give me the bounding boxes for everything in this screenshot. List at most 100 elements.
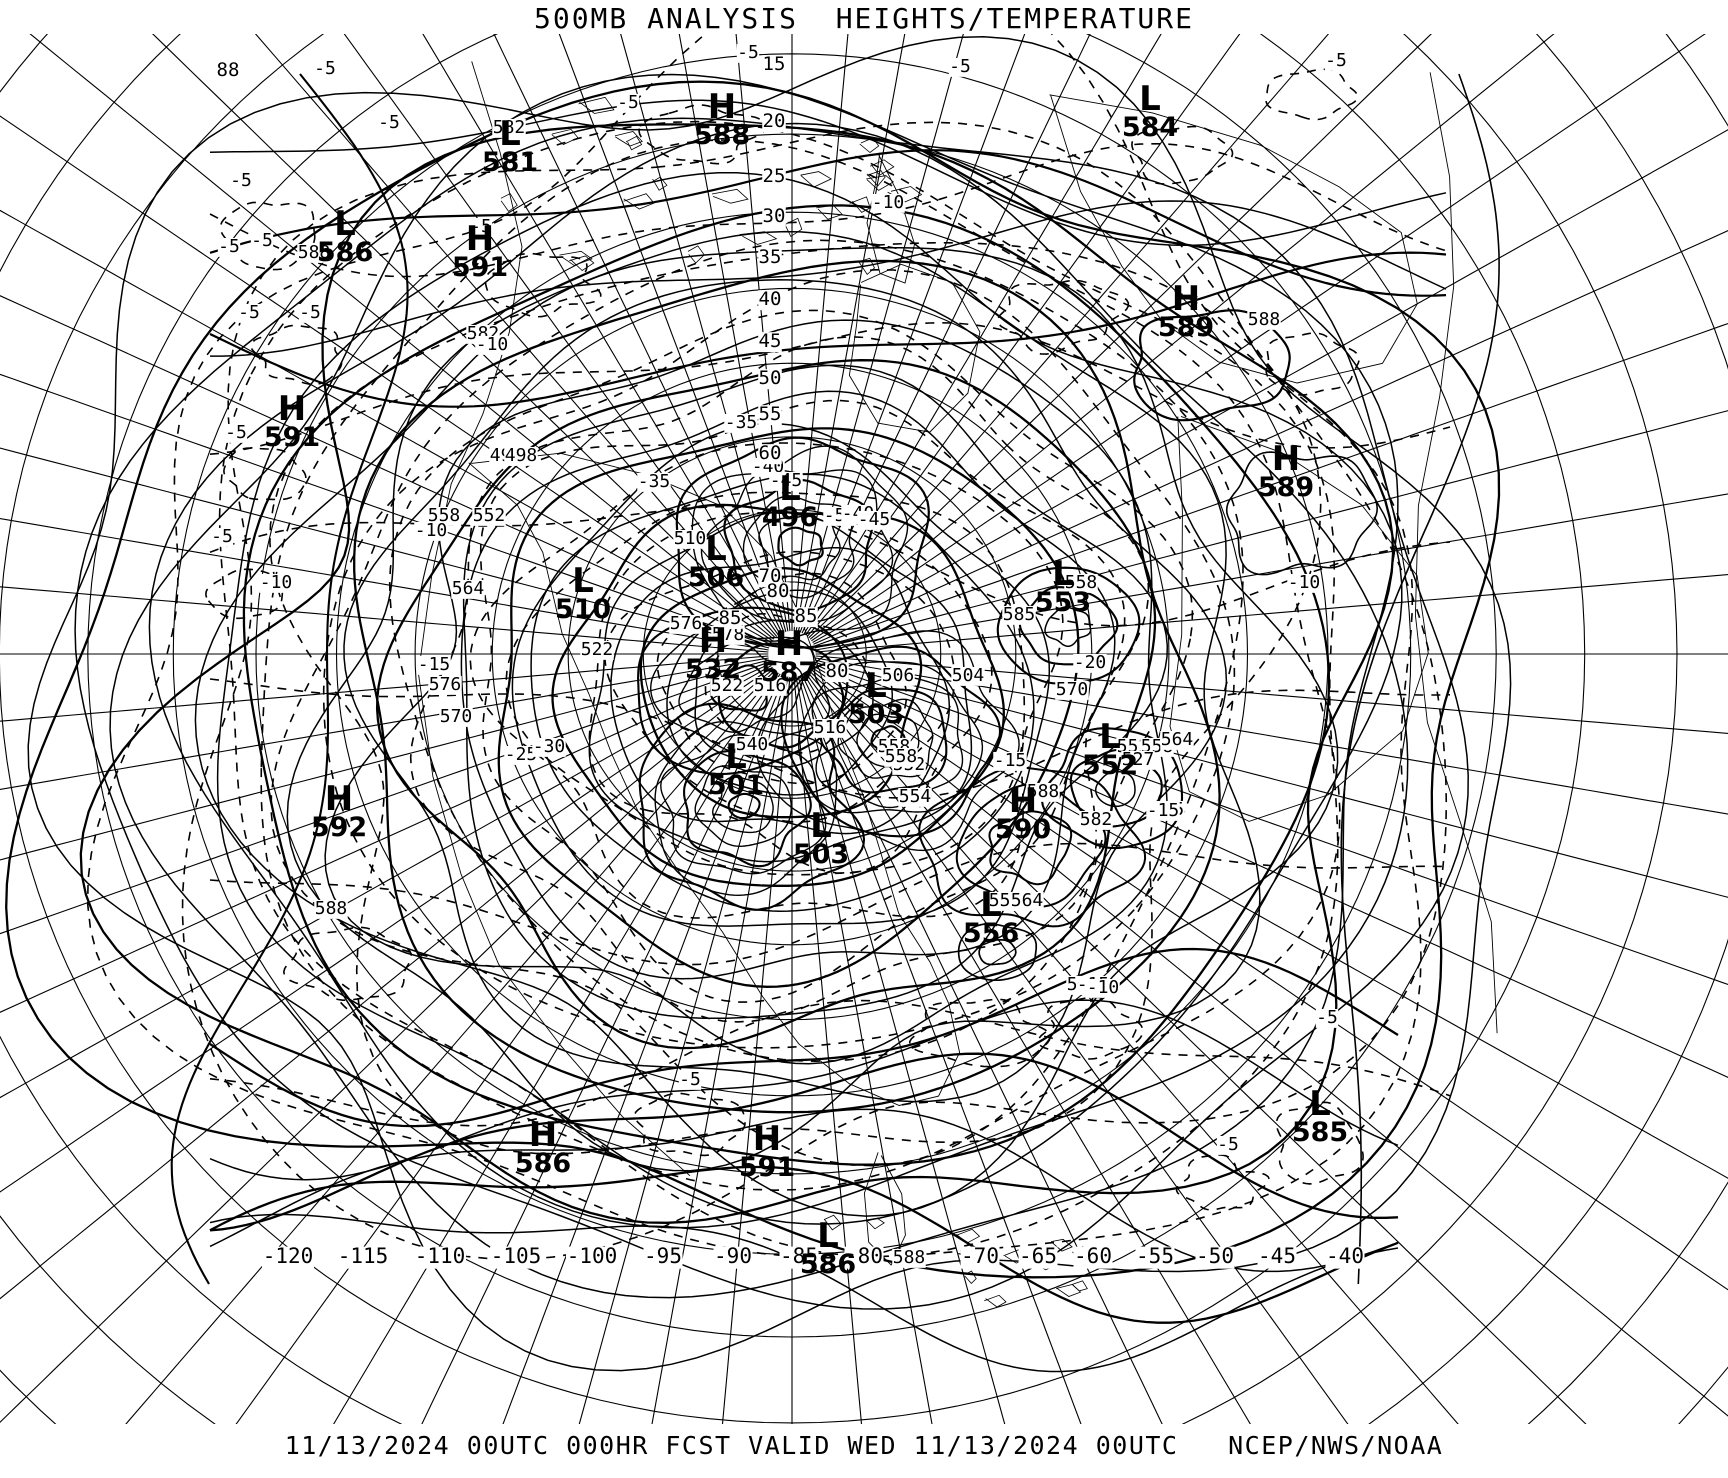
- svg-text:40: 40: [759, 288, 782, 310]
- svg-text:50: 50: [759, 367, 782, 389]
- svg-text:503: 503: [848, 699, 904, 730]
- svg-text:-20: -20: [1074, 652, 1107, 673]
- svg-text:-45: -45: [770, 470, 803, 491]
- svg-text:552: 552: [473, 505, 506, 526]
- svg-text:-10: -10: [476, 334, 509, 355]
- svg-text:L: L: [1052, 554, 1074, 594]
- svg-text:496: 496: [762, 502, 818, 533]
- svg-text:30: 30: [763, 205, 786, 227]
- svg-text:-35: -35: [725, 412, 758, 433]
- svg-text:L: L: [725, 737, 747, 777]
- svg-text:H: H: [325, 779, 353, 819]
- svg-text:-65: -65: [1019, 1244, 1057, 1268]
- svg-text:588: 588: [694, 120, 750, 151]
- svg-text:588: 588: [893, 1247, 926, 1268]
- svg-text:L: L: [810, 806, 832, 846]
- svg-text:55: 55: [759, 403, 782, 425]
- svg-text:L: L: [572, 561, 594, 601]
- svg-text:516: 516: [754, 675, 787, 696]
- svg-text:H: H: [775, 624, 803, 664]
- svg-text:584: 584: [1122, 112, 1178, 143]
- svg-text:L: L: [705, 529, 727, 569]
- svg-text:L: L: [499, 114, 521, 154]
- svg-text:589: 589: [1158, 312, 1214, 343]
- svg-text:-5: -5: [225, 422, 247, 443]
- svg-text:556: 556: [963, 918, 1019, 949]
- svg-text:501: 501: [708, 770, 764, 801]
- svg-text:-5: -5: [470, 216, 492, 237]
- svg-text:-5: -5: [230, 170, 252, 191]
- svg-text:503: 503: [793, 839, 849, 870]
- svg-text:85: 85: [795, 605, 818, 627]
- svg-text:-10: -10: [1288, 572, 1321, 593]
- svg-text:578: 578: [712, 624, 745, 645]
- svg-text:522: 522: [581, 639, 614, 660]
- svg-text:-40: -40: [1326, 1244, 1364, 1268]
- svg-text:586: 586: [515, 1148, 571, 1179]
- svg-text:564: 564: [452, 578, 485, 599]
- svg-text:-100: -100: [567, 1244, 618, 1268]
- svg-text:585: 585: [1292, 1117, 1348, 1148]
- svg-text:558: 558: [1065, 572, 1098, 593]
- svg-text:15: 15: [763, 53, 786, 75]
- svg-text:-10: -10: [1087, 977, 1120, 998]
- svg-text:570: 570: [440, 706, 473, 727]
- svg-text:H: H: [699, 621, 727, 661]
- svg-text:-5: -5: [211, 526, 233, 547]
- svg-text:-5: -5: [314, 58, 336, 79]
- svg-text:582: 582: [1080, 809, 1113, 830]
- page-title: 500MB ANALYSIS HEIGHTS/TEMPERATURE: [533, 2, 1194, 35]
- svg-text:522: 522: [711, 675, 744, 696]
- svg-text:-10: -10: [260, 572, 293, 593]
- svg-text:H: H: [753, 1119, 781, 1159]
- svg-text:L: L: [980, 885, 1002, 925]
- svg-text:554: 554: [899, 786, 932, 807]
- svg-text:-5: -5: [299, 302, 321, 323]
- svg-text:-110: -110: [415, 1244, 466, 1268]
- chart-footer: 11/13/2024 00UTC 000HR FCST VALID WED 11…: [284, 1431, 1444, 1460]
- svg-text:-5: -5: [1325, 50, 1347, 71]
- svg-text:540: 540: [736, 734, 769, 755]
- svg-text:-5: -5: [949, 56, 971, 77]
- svg-text:-5: -5: [1316, 1007, 1338, 1028]
- svg-text:-5: -5: [1217, 1134, 1239, 1155]
- svg-text:L: L: [334, 204, 356, 244]
- svg-text:564: 564: [1011, 890, 1044, 911]
- svg-text:-80: -80: [845, 1244, 883, 1268]
- svg-text:506: 506: [688, 562, 744, 593]
- svg-text:-25: -25: [505, 744, 538, 765]
- svg-text:585: 585: [1003, 604, 1036, 625]
- svg-text:552: 552: [1082, 750, 1138, 781]
- svg-text:85: 85: [719, 607, 742, 629]
- svg-text:-5: -5: [679, 1069, 701, 1090]
- svg-text:586: 586: [317, 237, 373, 268]
- svg-text:506: 506: [882, 665, 915, 686]
- svg-text:80: 80: [826, 660, 849, 682]
- svg-text:-5: -5: [251, 230, 273, 251]
- svg-text:591: 591: [739, 1152, 795, 1183]
- svg-text:589: 589: [1258, 472, 1314, 503]
- svg-text:H: H: [708, 87, 736, 127]
- svg-text:88: 88: [217, 59, 240, 81]
- svg-text:588: 588: [298, 242, 331, 263]
- svg-text:-115: -115: [338, 1244, 389, 1268]
- svg-text:25: 25: [763, 165, 786, 187]
- svg-text:-35: -35: [638, 471, 671, 492]
- svg-text:H: H: [466, 219, 494, 259]
- svg-text:582: 582: [493, 117, 526, 138]
- svg-text:588: 588: [315, 898, 348, 919]
